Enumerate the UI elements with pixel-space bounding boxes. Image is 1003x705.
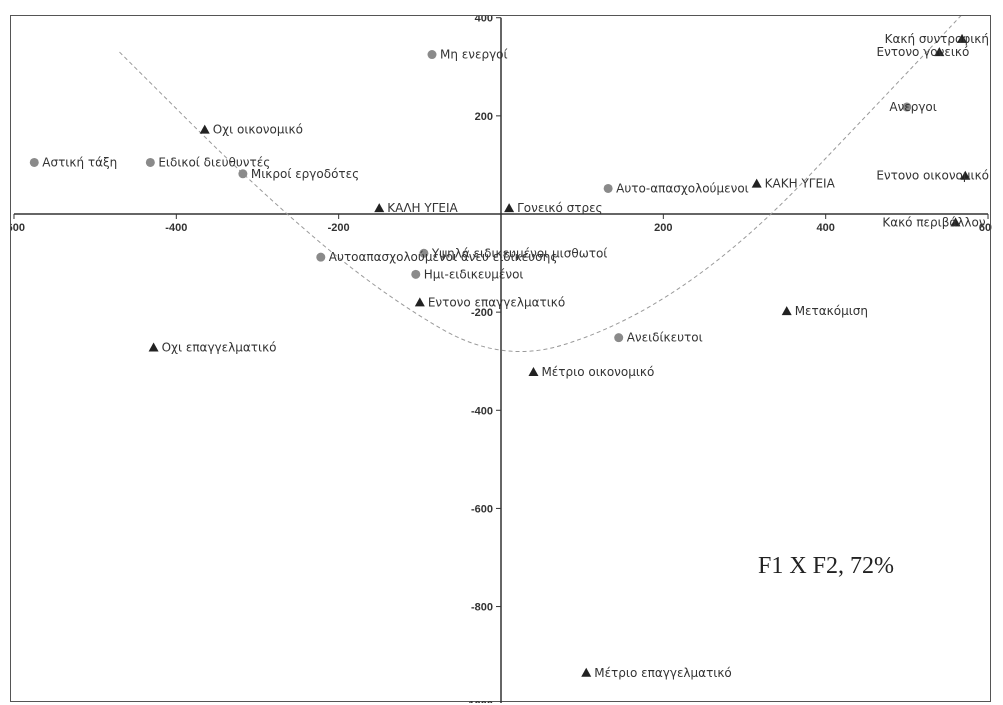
y-tick-label: -600	[471, 503, 493, 515]
point-label: Αυτο-απασχολούμενοι	[616, 181, 749, 195]
point-label: Αυτοαπασχολούμενοι άνευ ειδίκευσης	[329, 250, 558, 264]
triangle-marker	[751, 178, 762, 188]
triangle-marker	[781, 306, 792, 316]
triangle-marker	[581, 667, 592, 677]
point-label: Υψηλά ειδικευμένοι μισθωτοί	[431, 246, 608, 260]
point-label: ΚΑΛΗ ΥΓΕΙΑ	[387, 201, 458, 215]
point-label: Αστική τάξη	[42, 155, 117, 169]
y-tick-label: -800	[471, 602, 493, 614]
point-label: Ανειδίκευτοι	[627, 331, 703, 345]
triangle-marker	[414, 297, 425, 307]
triangle-marker	[960, 170, 971, 180]
triangle-marker	[199, 124, 210, 134]
point-label: Μετακόμιση	[795, 304, 868, 318]
point-label: Κακό περιβάλλον	[882, 215, 986, 229]
circle-marker	[902, 102, 912, 112]
scatter-plot: -600 -400 -200 200 400 600 400 200 -200 -400 -600 -…	[11, 16, 992, 703]
triangle-marker	[950, 217, 961, 227]
y-tick-label: -1000	[465, 700, 493, 703]
data-points	[29, 33, 971, 677]
point-label: Οχι επαγγελματικό	[162, 340, 277, 354]
x-tick-label: -400	[165, 222, 187, 234]
point-label: Εντονο επαγγελματικό	[428, 295, 565, 309]
chart-frame: -600 -400 -200 200 400 600 400 200 -200 -400 -600 -…	[10, 15, 992, 703]
circle-marker	[411, 269, 421, 279]
y-tick-label: -200	[471, 307, 493, 319]
circle-marker	[29, 157, 39, 167]
point-label: Ημι-ειδικευμένοι	[424, 267, 524, 281]
x-tick-label: 200	[654, 222, 672, 234]
triangle-marker	[934, 47, 945, 57]
circle-marker	[603, 183, 613, 193]
triangle-marker	[957, 33, 968, 43]
point-label: Μικροί εργοδότες	[251, 167, 359, 181]
circle-marker	[427, 50, 437, 60]
circle-marker	[145, 157, 155, 167]
x-tick-label: -200	[328, 222, 350, 234]
point-label: ΚΑΚΗ ΥΓΕΙΑ	[765, 177, 836, 191]
point-label: Ανεργοι	[889, 100, 937, 114]
y-tick-label: -400	[471, 405, 493, 417]
triangle-marker	[528, 367, 539, 377]
chart-annotation: F1 X F2, 72%	[758, 553, 895, 579]
y-tick-label: 200	[475, 111, 493, 123]
triangle-marker	[148, 342, 159, 352]
point-label: Εντονο οικονομικό	[876, 169, 989, 183]
point-label: Ειδικοί διευθυντές	[158, 155, 270, 169]
point-label: Μέτριο οικονομικό	[541, 365, 654, 379]
circle-marker	[419, 248, 429, 258]
axes: -600 -400 -200 200 400 600 400 200 -200 -400 -600 -…	[11, 16, 992, 703]
point-label: Εντονο γονεικό	[876, 45, 969, 59]
triangle-marker	[374, 203, 385, 213]
circle-marker	[614, 333, 624, 343]
point-label: Κακή συντροφική	[885, 32, 989, 46]
circle-marker	[238, 169, 248, 179]
triangle-marker	[504, 203, 515, 213]
x-tick-label: -600	[11, 222, 25, 234]
point-label: Οχι οικονομικό	[213, 123, 303, 137]
point-label: Μη ενεργοί	[440, 48, 508, 62]
x-tick-label: 400	[817, 222, 835, 234]
point-label: Γονεικό στρες	[517, 201, 602, 215]
x-tick-label: 600	[979, 222, 992, 234]
y-tick-label: 400	[475, 16, 493, 25]
circle-marker	[316, 252, 326, 262]
point-label: Μέτριο επαγγελματικό	[594, 666, 732, 680]
